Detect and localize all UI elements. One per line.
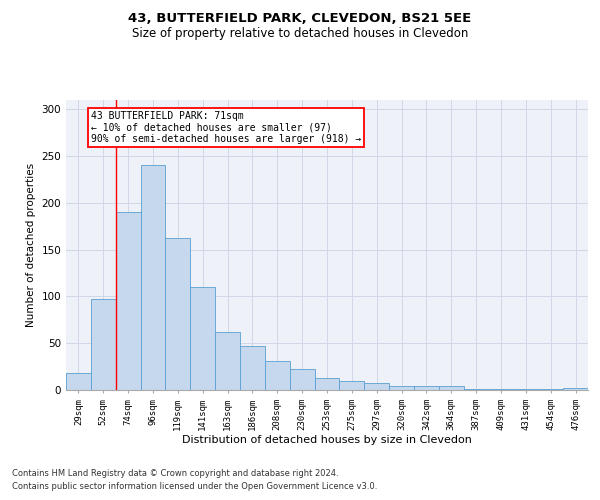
Bar [514,389,538,390]
Text: Contains public sector information licensed under the Open Government Licence v3: Contains public sector information licen… [12,482,377,491]
Bar [290,370,314,390]
Bar [488,389,514,390]
Bar [414,386,439,390]
Text: 43 BUTTERFIELD PARK: 71sqm
← 10% of detached houses are smaller (97)
90% of semi: 43 BUTTERFIELD PARK: 71sqm ← 10% of deta… [91,111,361,144]
Bar [215,332,240,390]
Bar [66,373,91,390]
Bar [91,300,116,390]
Bar [314,378,340,390]
Bar [166,238,190,390]
Bar [340,380,364,390]
Bar [389,386,414,390]
Bar [563,388,588,390]
Text: Contains HM Land Registry data © Crown copyright and database right 2024.: Contains HM Land Registry data © Crown c… [12,468,338,477]
Bar [140,164,166,390]
Bar [538,389,563,390]
Bar [464,389,488,390]
Bar [439,386,464,390]
Bar [116,212,140,390]
Text: 43, BUTTERFIELD PARK, CLEVEDON, BS21 5EE: 43, BUTTERFIELD PARK, CLEVEDON, BS21 5EE [128,12,472,26]
Bar [240,346,265,390]
Y-axis label: Number of detached properties: Number of detached properties [26,163,36,327]
Bar [190,287,215,390]
Text: Size of property relative to detached houses in Clevedon: Size of property relative to detached ho… [132,28,468,40]
Bar [364,384,389,390]
X-axis label: Distribution of detached houses by size in Clevedon: Distribution of detached houses by size … [182,436,472,446]
Bar [265,361,290,390]
